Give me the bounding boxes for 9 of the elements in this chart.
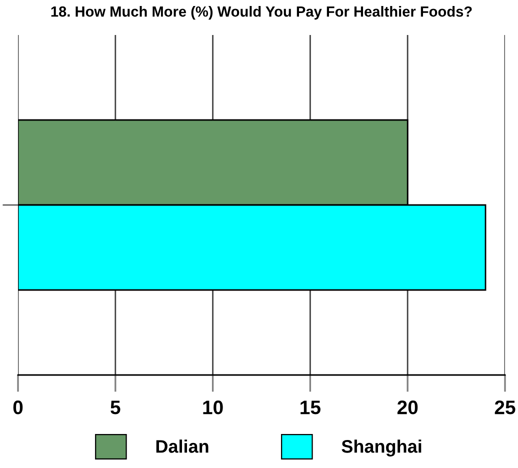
legend-label: Dalian (156, 440, 208, 453)
x-tick-label: 0 (13, 400, 23, 414)
x-tick-label: 15 (300, 400, 320, 414)
x-tick-label: 25 (494, 400, 516, 414)
legend-label: Shanghai (342, 440, 422, 456)
x-tick-label: 20 (397, 400, 418, 414)
chart-title: 18. How Much More (%) Would You Pay For Healthier Foods? (51, 6, 472, 20)
x-tick-label: 5 (110, 400, 120, 414)
x-tick-label: 10 (203, 400, 223, 414)
